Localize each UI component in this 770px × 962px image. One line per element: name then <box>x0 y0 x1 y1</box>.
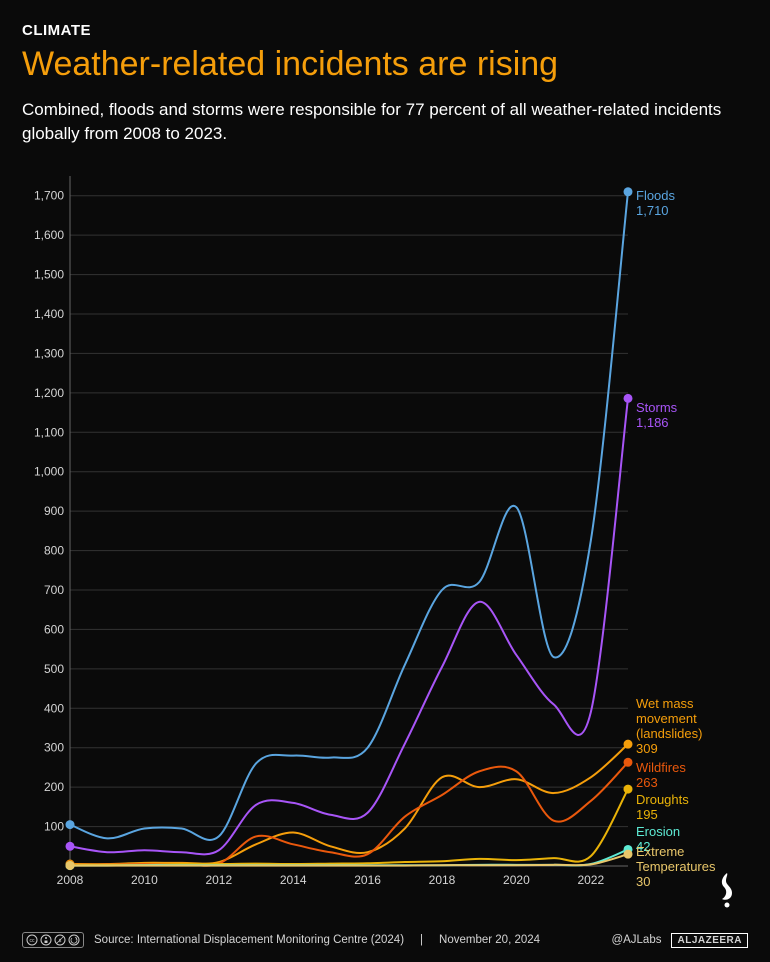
x-axis-tick: 2008 <box>57 873 84 887</box>
footer-separator: | <box>420 934 423 946</box>
series-start-marker <box>66 841 75 850</box>
series-line <box>70 191 628 839</box>
series-label: Wildfires263 <box>636 761 686 791</box>
y-axis-tick: 200 <box>44 780 64 794</box>
x-axis-tick: 2022 <box>577 873 604 887</box>
series-label: Droughts195 <box>636 793 689 823</box>
x-axis-tick: 2020 <box>503 873 530 887</box>
line-chart: 100 200 300 400 500 600 700 800 900 1,000 1,100 1,2… <box>22 166 748 896</box>
y-axis-tick: 900 <box>44 504 64 518</box>
y-axis-tick: 500 <box>44 662 64 676</box>
x-axis-tick: 2010 <box>131 873 158 887</box>
y-axis-tick: 400 <box>44 701 64 715</box>
y-axis-tick: 100 <box>44 819 64 833</box>
cc-license-icon: cc $ <box>22 932 84 948</box>
x-axis-tick: 2014 <box>280 873 307 887</box>
series-line <box>70 744 628 864</box>
series-line <box>70 398 628 854</box>
series-label: ExtremeTemperatures30 <box>636 845 715 890</box>
date-text: November 20, 2024 <box>439 934 540 946</box>
series-end-marker <box>624 187 633 196</box>
x-axis-tick: 2018 <box>429 873 456 887</box>
y-axis-tick: 1,600 <box>34 228 64 242</box>
series-start-marker <box>66 820 75 829</box>
chart-title: Weather-related incidents are rising <box>22 45 748 84</box>
y-axis-tick: 300 <box>44 740 64 754</box>
y-axis-tick: 800 <box>44 543 64 557</box>
y-axis-tick: 1,500 <box>34 267 64 281</box>
series-end-marker <box>624 757 633 766</box>
y-axis-tick: 600 <box>44 622 64 636</box>
svg-text:cc: cc <box>30 938 36 944</box>
y-axis-tick: 1,200 <box>34 386 64 400</box>
source-text: Source: International Displacement Monit… <box>94 934 404 946</box>
series-label: Storms1,186 <box>636 401 677 431</box>
series-label: Wet massmovement(landslides)309 <box>636 697 702 757</box>
series-label: Floods1,710 <box>636 189 675 219</box>
y-axis-tick: 1,000 <box>34 464 64 478</box>
series-end-marker <box>624 394 633 403</box>
series-end-marker <box>624 849 633 858</box>
series-end-marker <box>624 784 633 793</box>
series-end-marker <box>624 739 633 748</box>
series-start-marker <box>66 861 75 870</box>
y-axis-tick: 700 <box>44 583 64 597</box>
y-axis-tick: 1,700 <box>34 188 64 202</box>
aljazeera-logo-icon <box>712 871 742 916</box>
x-axis-tick: 2012 <box>205 873 232 887</box>
category-label: CLIMATE <box>22 22 748 39</box>
y-axis-tick: 1,300 <box>34 346 64 360</box>
y-axis-tick: 1,100 <box>34 425 64 439</box>
x-axis-tick: 2016 <box>354 873 381 887</box>
social-handle: @AJLabs <box>611 934 661 946</box>
brand-badge: ALJAZEERA <box>671 933 748 948</box>
chart-subtitle: Combined, floods and storms were respons… <box>22 98 748 146</box>
y-axis-tick: 1,400 <box>34 307 64 321</box>
chart-footer: cc $ Source: International Displacement … <box>0 920 770 962</box>
